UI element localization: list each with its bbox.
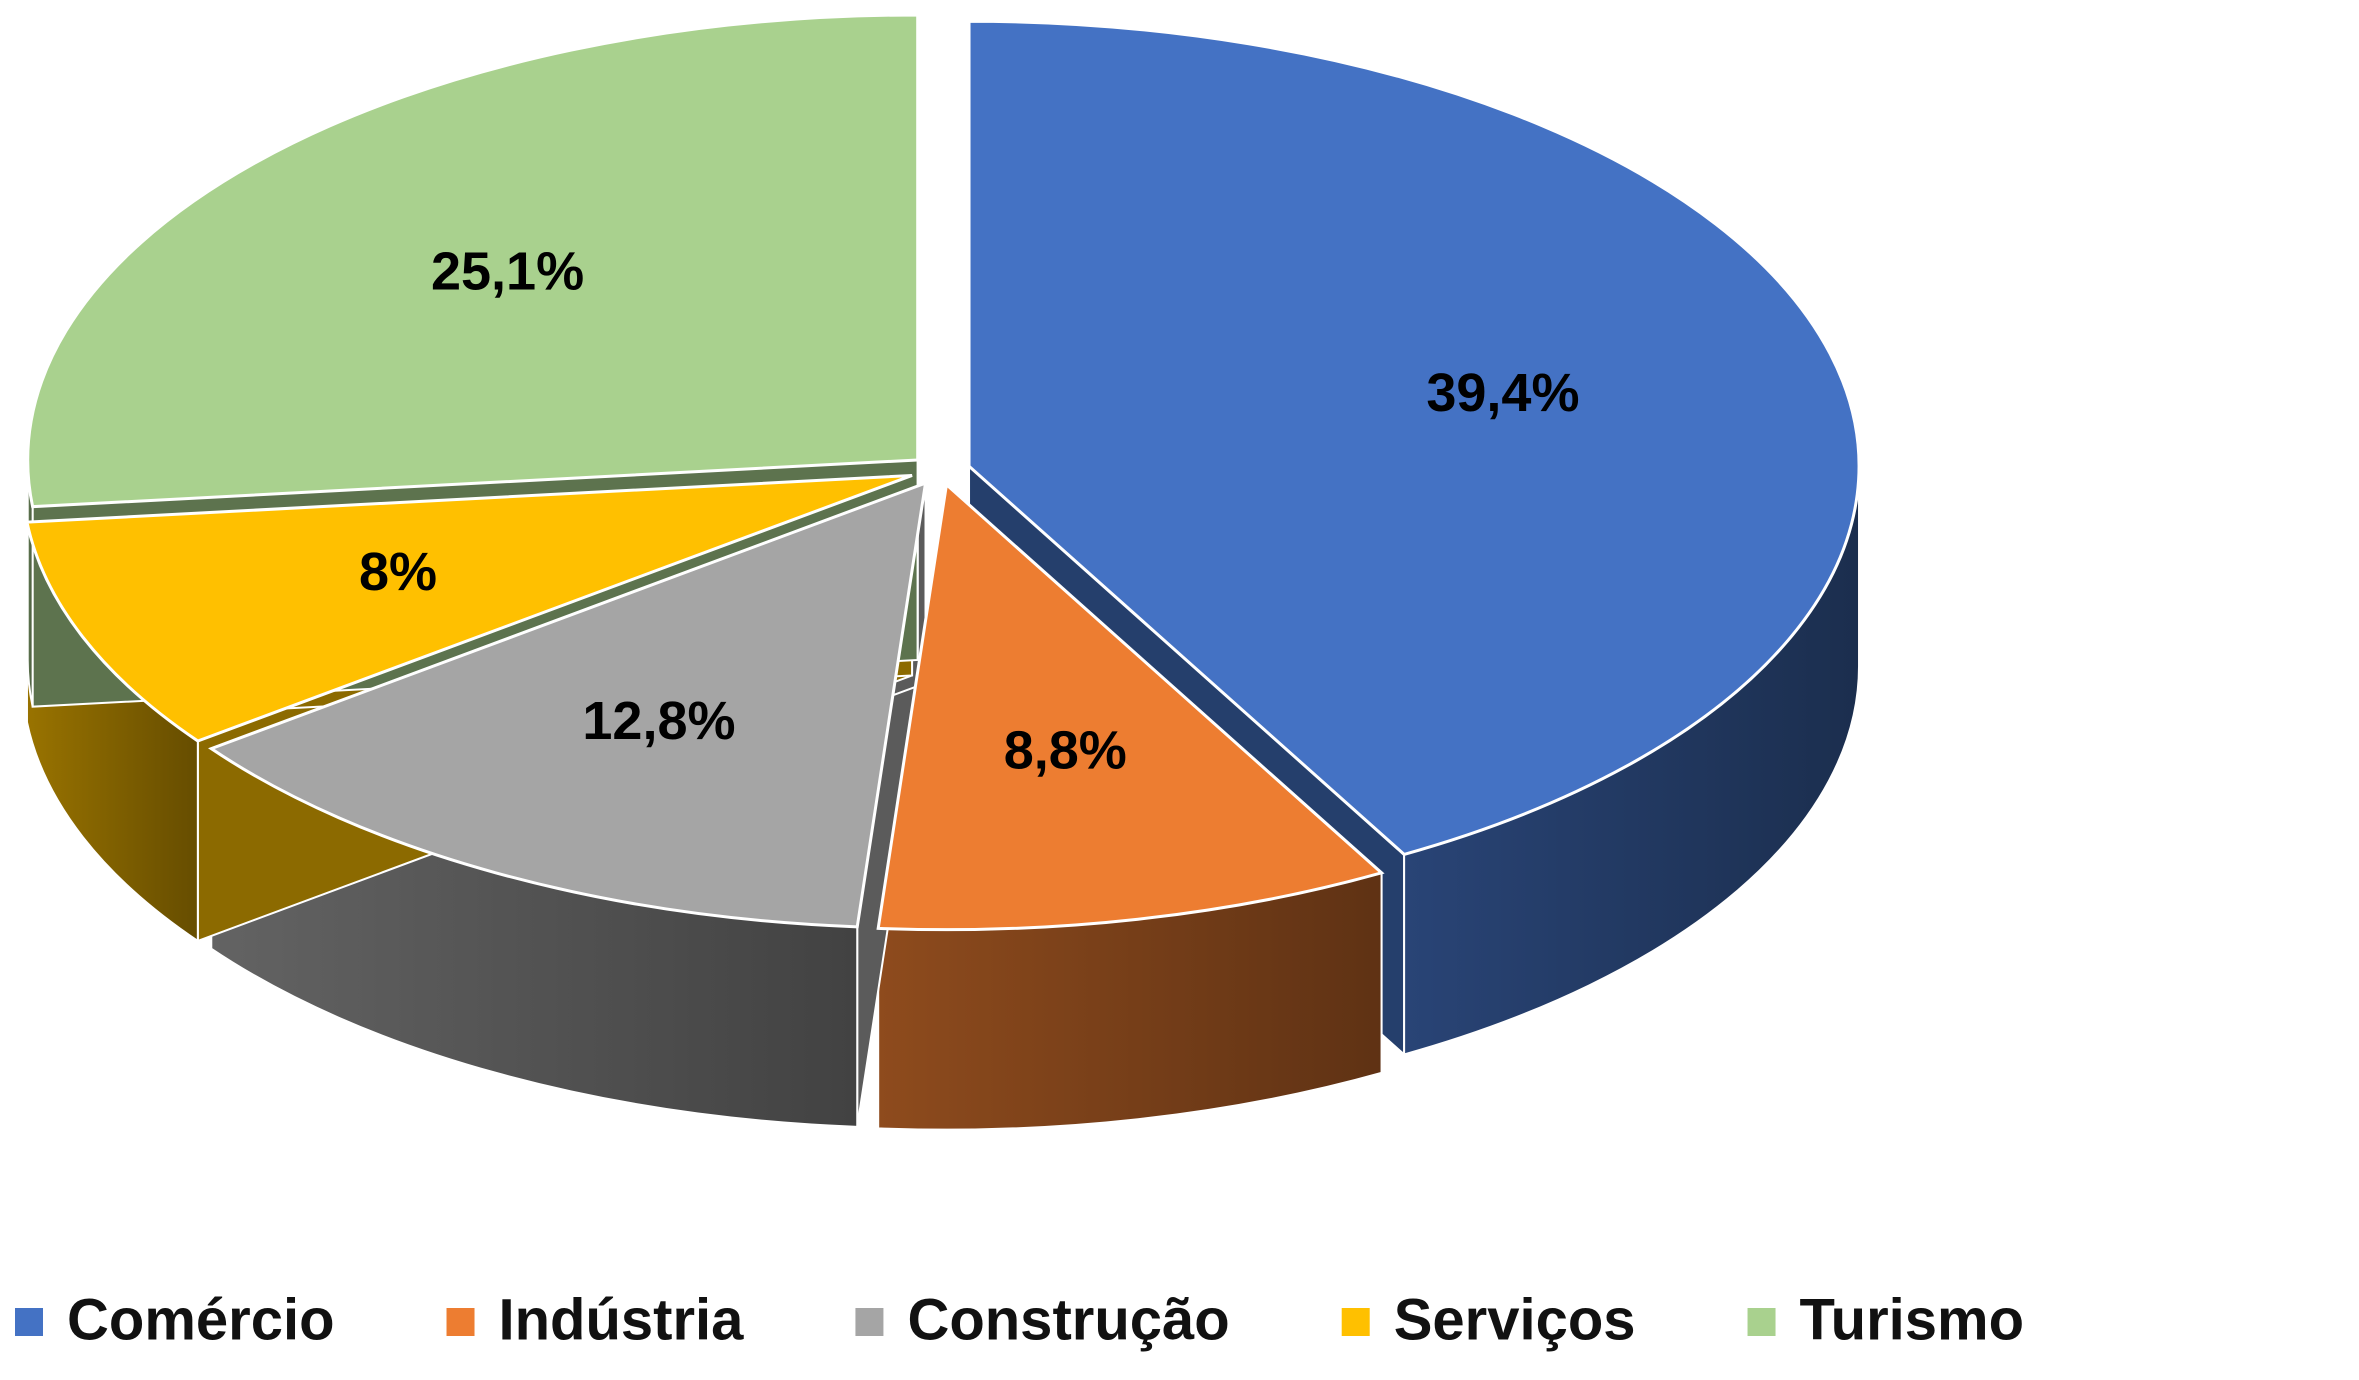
data-label: 8% — [359, 542, 437, 602]
legend-label: Turismo — [1800, 1287, 2025, 1352]
legend-label: Comércio — [67, 1287, 335, 1352]
data-label: 39,4% — [1426, 363, 1579, 423]
slice-tops — [25, 13, 1861, 932]
data-label: 12,8% — [582, 691, 735, 751]
data-label: 25,1% — [431, 242, 584, 302]
legend-label: Indústria — [499, 1287, 745, 1352]
slice — [26, 13, 920, 509]
legend-label: Construção — [907, 1287, 1229, 1352]
legend-swatch — [1747, 1308, 1776, 1336]
legend-swatch — [1341, 1308, 1370, 1336]
slice — [208, 480, 928, 929]
data-label: 8,8% — [1004, 720, 1127, 780]
legend-swatch — [446, 1308, 475, 1336]
legend-label: Serviços — [1394, 1287, 1636, 1352]
legend-swatch — [15, 1308, 43, 1336]
slice — [876, 481, 1385, 932]
slice — [967, 19, 1861, 857]
legend-swatch — [855, 1308, 884, 1336]
slice — [25, 473, 913, 743]
